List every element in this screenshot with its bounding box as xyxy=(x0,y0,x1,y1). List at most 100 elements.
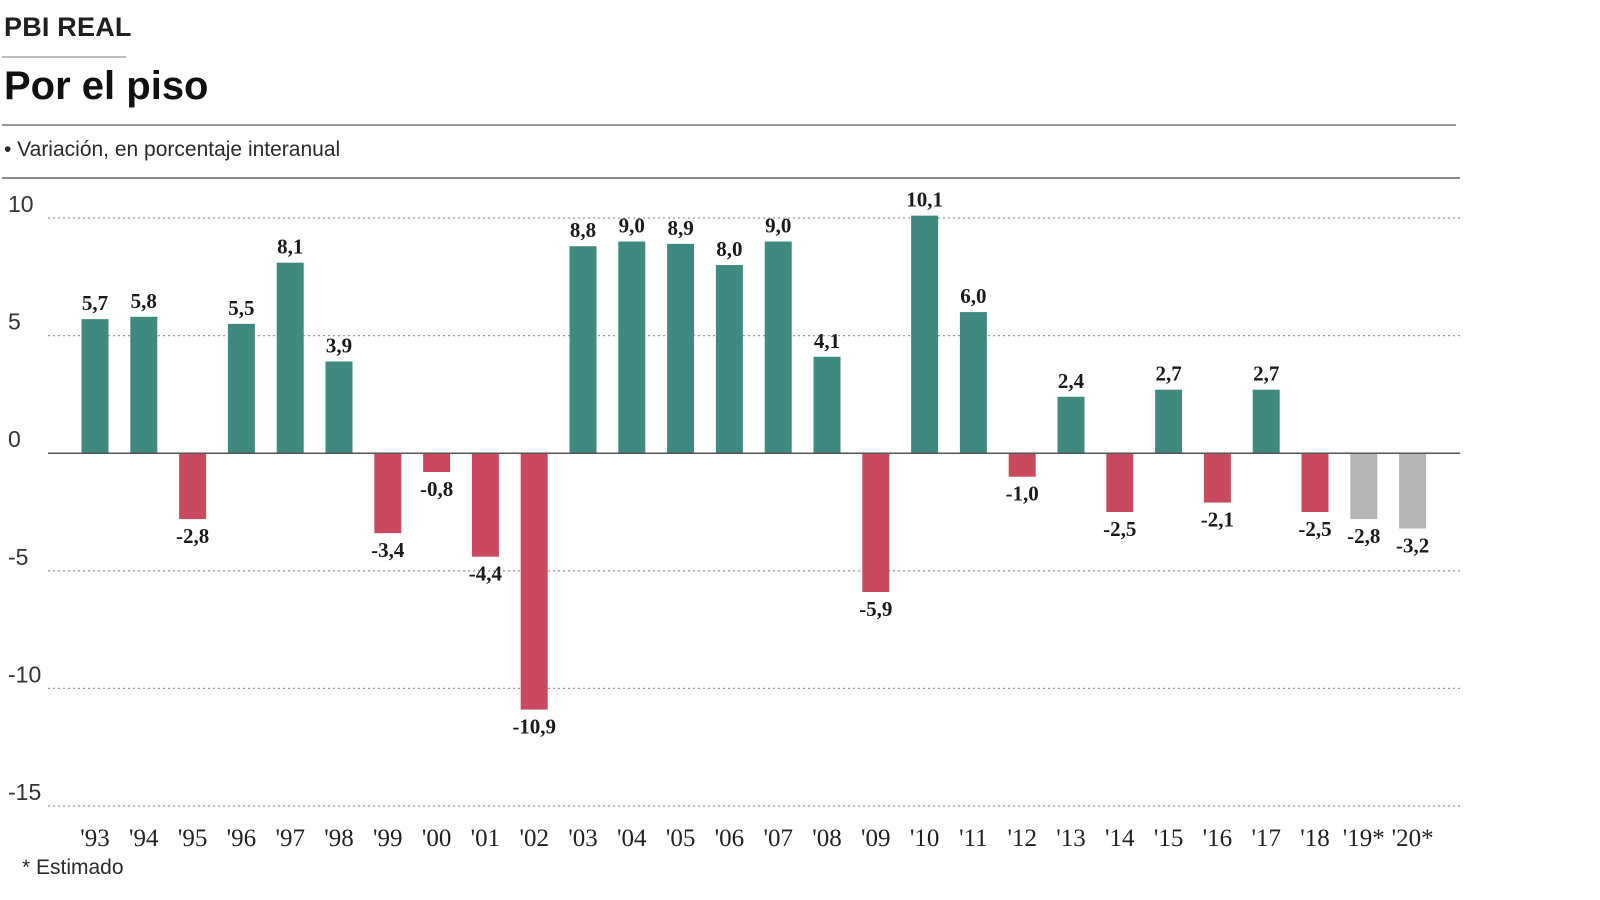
data-label-4: 8,1 xyxy=(277,235,303,259)
data-label-22: 2,7 xyxy=(1155,362,1181,386)
y-tick-label-2: 0 xyxy=(8,426,21,452)
bar-15 xyxy=(813,356,841,454)
data-label-12: 8,9 xyxy=(667,216,693,240)
data-label-17: 10,1 xyxy=(906,188,943,212)
bar-7 xyxy=(423,453,451,473)
x-tick-label-16: '09 xyxy=(861,825,891,852)
data-label-13: 8,0 xyxy=(716,237,742,261)
x-tick-label-11: '04 xyxy=(617,825,647,852)
x-tick-label-4: '97 xyxy=(275,825,305,852)
x-tick-label-21: '14 xyxy=(1105,825,1135,852)
x-tick-label-10: '03 xyxy=(568,825,598,852)
data-label-16: -5,9 xyxy=(859,597,892,621)
bar-1 xyxy=(130,316,158,454)
bar-10 xyxy=(569,246,597,454)
data-label-14: 9,0 xyxy=(765,214,791,238)
bar-16 xyxy=(862,453,890,592)
x-tick-label-27: '20* xyxy=(1392,825,1434,852)
data-label-8: -4,4 xyxy=(469,562,503,586)
bar-6 xyxy=(374,453,402,534)
y-tick-label-0: 10 xyxy=(8,191,34,217)
x-tick-label-3: '96 xyxy=(227,825,257,852)
x-tick-label-0: '93 xyxy=(80,825,110,852)
x-tick-label-1: '94 xyxy=(129,825,159,852)
x-tick-label-15: '08 xyxy=(812,825,842,852)
x-tick-label-12: '05 xyxy=(666,825,696,852)
bar-3 xyxy=(227,323,255,454)
data-label-26: -2,8 xyxy=(1347,524,1380,548)
data-label-0: 5,7 xyxy=(82,291,108,315)
chart-kicker: PBI REAL xyxy=(4,12,132,42)
x-tick-label-19: '12 xyxy=(1007,825,1037,852)
kicker-rule xyxy=(2,56,126,58)
data-label-15: 4,1 xyxy=(814,329,840,353)
data-label-9: -10,9 xyxy=(512,715,556,739)
data-label-1: 5,8 xyxy=(131,289,157,313)
bar-22 xyxy=(1155,389,1183,454)
x-tick-label-8: '01 xyxy=(471,825,501,852)
bar-23 xyxy=(1203,453,1231,503)
data-label-10: 8,8 xyxy=(570,218,596,242)
chart-title: Por el piso xyxy=(4,64,209,108)
bar-25 xyxy=(1301,453,1329,512)
y-tick-label-1: 5 xyxy=(8,309,21,335)
x-tick-label-9: '02 xyxy=(519,825,549,852)
data-label-23: -2,1 xyxy=(1201,508,1234,532)
y-tick-label-5: -15 xyxy=(8,779,41,805)
data-label-11: 9,0 xyxy=(619,214,645,238)
x-tick-label-17: '10 xyxy=(910,825,940,852)
label-layer: 5,7 5,8 -2,8 5,5 8,1 3,9 -3,4 -0,8 -4,4 -10,9 8,8 9… xyxy=(82,188,1429,739)
x-tick-label-23: '16 xyxy=(1203,825,1233,852)
x-tick-label-20: '13 xyxy=(1056,825,1086,852)
x-tick-label-5: '98 xyxy=(324,825,354,852)
data-label-27: -3,2 xyxy=(1396,533,1429,557)
x-tick-label-2: '95 xyxy=(178,825,208,852)
data-label-18: 6,0 xyxy=(960,284,986,308)
bar-0 xyxy=(81,319,109,454)
bar-12 xyxy=(667,243,695,454)
x-tick-label-25: '18 xyxy=(1300,825,1330,852)
bar-9 xyxy=(520,453,548,710)
data-label-19: -1,0 xyxy=(1006,482,1039,506)
chart-subtitle: • Variación, en porcentaje interanual xyxy=(4,138,341,161)
bar-11 xyxy=(618,241,646,454)
y-tick-label-4: -10 xyxy=(8,661,41,687)
x-tick-label-24: '17 xyxy=(1251,825,1281,852)
data-label-5: 3,9 xyxy=(326,333,352,357)
bar-14 xyxy=(764,241,792,454)
grid-layer xyxy=(48,217,1460,807)
bar-27 xyxy=(1399,453,1427,529)
x-tick-label-14: '07 xyxy=(763,825,793,852)
bar-17 xyxy=(911,215,939,454)
bar-13 xyxy=(715,265,743,454)
footnote: * Estimado xyxy=(22,856,124,879)
data-label-2: -2,8 xyxy=(176,524,209,548)
x-tick-label-26: '19* xyxy=(1343,825,1385,852)
data-label-7: -0,8 xyxy=(420,477,453,501)
data-label-20: 2,4 xyxy=(1058,369,1085,393)
x-tick-label-7: '00 xyxy=(422,825,452,852)
subtitle-rule xyxy=(2,177,1460,179)
bar-5 xyxy=(325,361,353,454)
bar-4 xyxy=(276,262,304,454)
x-tick-label-13: '06 xyxy=(715,825,745,852)
bar-18 xyxy=(959,312,987,454)
bar-layer xyxy=(81,215,1427,710)
x-tick-label-22: '15 xyxy=(1154,825,1184,852)
y-tick-label-3: -5 xyxy=(8,544,28,570)
x-tick-label-18: '11 xyxy=(959,825,988,852)
bar-24 xyxy=(1252,389,1280,454)
bar-19 xyxy=(1008,453,1036,477)
bar-26 xyxy=(1350,453,1378,520)
data-label-21: -2,5 xyxy=(1103,517,1136,541)
bar-8 xyxy=(471,453,499,557)
bar-21 xyxy=(1106,453,1134,512)
data-label-25: -2,5 xyxy=(1298,517,1331,541)
bar-20 xyxy=(1057,396,1085,454)
bar-2 xyxy=(179,453,207,520)
data-label-6: -3,4 xyxy=(371,538,405,562)
data-label-3: 5,5 xyxy=(228,296,254,320)
x-tick-label-6: '99 xyxy=(373,825,403,852)
data-label-24: 2,7 xyxy=(1253,362,1279,386)
